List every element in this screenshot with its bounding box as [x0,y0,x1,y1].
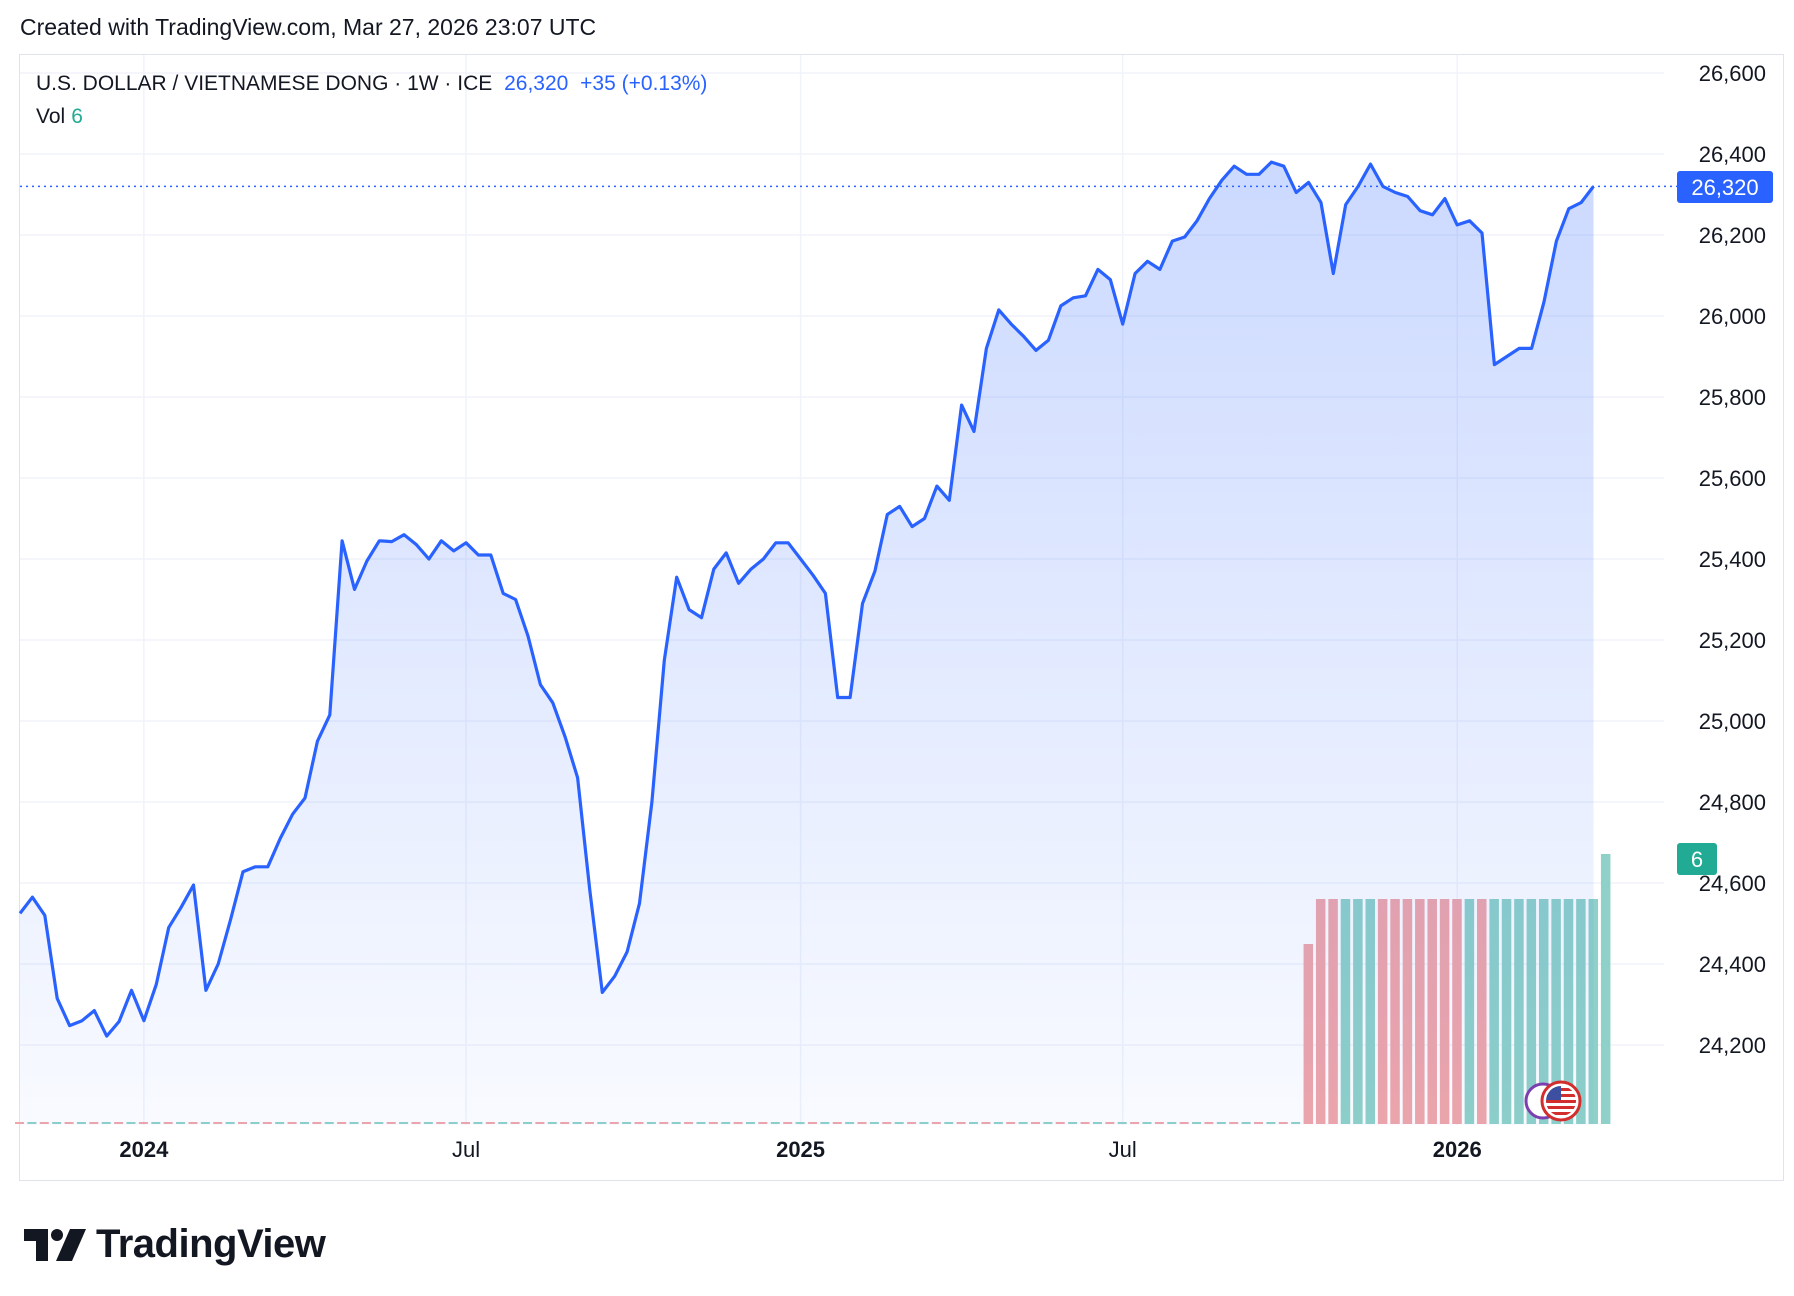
last-price: 26,320 [504,72,569,95]
y-tick-label: 26,000 [1699,304,1766,329]
y-tick-label: 24,200 [1699,1033,1766,1058]
volume-bar [1600,854,1611,1124]
tradingview-logo-icon [24,1228,86,1261]
chart-frame [19,54,1784,1181]
volume-legend[interactable]: Vol 6 [36,105,83,129]
volume-badge-text: 6 [1691,847,1703,872]
y-tick-label: 26,400 [1699,142,1766,167]
y-tick-label: 25,200 [1699,628,1766,653]
chart-legend[interactable]: U.S. DOLLAR / VIETNAMESE DONG · 1W · ICE… [36,72,713,96]
x-axis[interactable]: 2024 Jul 2025 Jul 2026 [119,1137,1481,1162]
x-tick-label: 2026 [1433,1137,1482,1162]
price-line [18,160,1595,1038]
x-tick-label: 2024 [119,1137,169,1162]
y-tick-label: 25,400 [1699,547,1766,572]
volume-value: 6 [71,105,83,128]
price-area-fill [20,162,1594,1126]
y-axis[interactable]: 24,200 24,400 24,600 24,800 25,000 25,200 25,4… [1699,61,1766,1058]
y-tick-label: 24,400 [1699,952,1766,977]
created-with-text: Created with TradingView.com, Mar 27, 20… [20,14,597,40]
volume-label: Vol [36,105,66,128]
us-flag-icon[interactable] [1524,1080,1582,1122]
symbol-title: U.S. DOLLAR / VIETNAMESE DONG · 1W · ICE [36,72,493,95]
volume-badge: 6 [1677,843,1717,875]
y-tick-label: 25,600 [1699,466,1766,491]
y-tick-label: 26,200 [1699,223,1766,248]
volume-bar [15,1122,24,1124]
y-tick-label: 26,600 [1699,61,1766,86]
y-tick-label: 24,800 [1699,790,1766,815]
y-tick-label: 24,600 [1699,871,1766,896]
last-price-badge: 26,320 [1677,171,1773,203]
last-price-badge-text: 26,320 [1691,175,1758,200]
x-tick-label: 2025 [776,1137,825,1162]
tradingview-logo-text: TradingView [96,1222,326,1266]
x-tick-label: Jul [1109,1137,1137,1162]
x-tick-label: Jul [452,1137,480,1162]
y-tick-label: 25,800 [1699,385,1766,410]
price-change: +35 (+0.13%) [580,72,708,95]
y-tick-label: 25,000 [1699,709,1766,734]
tradingview-logo[interactable]: TradingView [24,1222,326,1267]
